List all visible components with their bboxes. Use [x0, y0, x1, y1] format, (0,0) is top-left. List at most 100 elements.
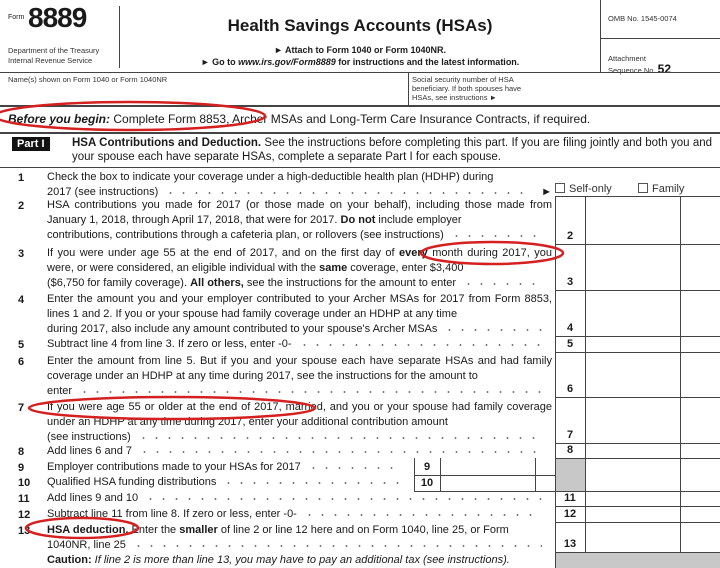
line-bold: every: [399, 247, 428, 259]
line-text: Subtract line 4 from line 3. If zero or …: [47, 338, 292, 350]
line-10-amount-field[interactable]: [441, 476, 535, 491]
line-number: 6: [18, 356, 25, 368]
before-lead: Before you begin:: [8, 112, 111, 126]
box-label-12: 12: [563, 508, 577, 520]
line-5-text: Subtract line 4 from line 3. If zero or …: [47, 337, 552, 352]
line-text: Add lines 9 and 10: [47, 492, 139, 504]
line-7-amount-field[interactable]: [586, 398, 680, 443]
sequence: Sequence No. 52: [608, 62, 671, 76]
line-6-amount-field[interactable]: [586, 353, 680, 397]
goto-prefix: ► Go to: [200, 57, 239, 67]
box-label-10: 10: [420, 477, 434, 489]
shaded-cell: [556, 458, 585, 491]
line-10-text: Qualified HSA funding distributions: [47, 475, 412, 490]
self-only-label: Self-only: [569, 183, 612, 195]
irs-link[interactable]: www.irs.gov/Form8889: [238, 57, 336, 67]
line-text: ($6,750 for family coverage).: [47, 277, 191, 290]
line-9-text: Employer contributions made to your HSAs…: [47, 460, 412, 475]
line-number: 5: [18, 339, 25, 351]
line-bold: All others,: [190, 277, 244, 290]
box-label-5: 5: [566, 338, 574, 350]
line-5-amount-field[interactable]: [586, 337, 680, 352]
line-8-amount-field[interactable]: [586, 444, 680, 458]
goto-instruction: ► Go to www.irs.gov/Form8889 for instruc…: [120, 57, 600, 67]
caution-lead: Caution:: [47, 554, 92, 566]
line-number: 2: [18, 200, 25, 212]
line-13-amount-field[interactable]: [586, 523, 680, 552]
line-2-text: HSA contributions you made for 2017 (or …: [47, 198, 552, 244]
line-1-text: Check the box to indicate your coverage …: [47, 170, 552, 200]
part-badge: Part I: [12, 137, 50, 151]
attach-instruction: ► Attach to Form 1040 or Form 1040NR.: [273, 45, 447, 55]
checkbox-self-only[interactable]: Self-only: [555, 183, 612, 195]
line-12-amount-field[interactable]: [586, 507, 680, 522]
checkbox-icon[interactable]: [555, 183, 565, 193]
line-text: of line 2 or line 12 here and on Form 10…: [217, 524, 509, 536]
line-8-text: Add lines 6 and 7: [47, 444, 552, 459]
line-text: Enter the amount from line 5. But if you…: [47, 355, 552, 383]
line-3-text: If you were under age 55 at the end of 2…: [47, 246, 552, 292]
line-text: Add lines 6 and 7: [47, 445, 133, 457]
line-bold: same: [319, 262, 348, 275]
family-label: Family: [652, 183, 685, 195]
line-text: 2017 (see instructions): [47, 186, 159, 199]
before-you-begin: Before you begin: Complete Form 8853, Ar…: [8, 112, 590, 126]
sequence-number: 52: [657, 62, 671, 76]
line-4-amount-field[interactable]: [586, 291, 680, 336]
line-text: If you were under age 55 at the end of 2…: [47, 247, 400, 259]
ssn-field[interactable]: [530, 76, 715, 102]
line-7-text: If you were age 55 or older at the end o…: [47, 400, 552, 446]
line-11-amount-field[interactable]: [586, 492, 680, 506]
box-label-9: 9: [423, 461, 431, 473]
box-label-3: 3: [566, 276, 574, 288]
part-heading: HSA Contributions and Deduction. See the…: [72, 136, 712, 164]
ssn-label: Social security number of HSA beneficiar…: [412, 75, 522, 102]
line-11-text: Add lines 9 and 10: [47, 491, 552, 506]
line-bold: HSA deduction.: [47, 524, 129, 536]
line-text: HSA contributions you made for 2017 (or …: [47, 199, 552, 227]
omb-number: OMB No. 1545-0074: [608, 14, 677, 23]
caution-text: If line 2 is more than line 13, you may …: [91, 554, 510, 566]
form-label: Form: [8, 14, 25, 21]
line-9-amount-field[interactable]: [441, 459, 535, 474]
checkbox-icon[interactable]: [638, 183, 648, 193]
line-text: 1040NR, line 25: [47, 539, 126, 552]
shaded-cell: [556, 552, 720, 568]
box-label-4: 4: [566, 322, 574, 334]
sequence-label: Sequence No.: [608, 66, 656, 75]
line-6-text: Enter the amount from line 5. But if you…: [47, 354, 552, 400]
box-label-8: 8: [566, 444, 574, 456]
line-text: Employer contributions made to your HSAs…: [47, 461, 301, 473]
caution: Caution: If line 2 is more than line 13,…: [47, 554, 510, 566]
line-number: 11: [18, 493, 30, 505]
line-text: enter: [47, 385, 73, 398]
dept-line1: Department of the Treasury: [8, 46, 100, 55]
line-bold: Do not: [340, 214, 376, 227]
form-title: Health Savings Accounts (HSAs): [227, 16, 493, 35]
line-number: 4: [18, 294, 25, 306]
line-number: 3: [18, 248, 25, 260]
before-text: Complete Form 8853, Archer MSAs and Long…: [110, 112, 591, 126]
line-text: Subtract line 11 from line 8. If zero or…: [47, 508, 297, 520]
names-label: Name(s) shown on Form 1040 or Form 1040N…: [8, 75, 168, 84]
line-text: (see instructions): [47, 431, 131, 444]
checkbox-family[interactable]: Family: [638, 183, 684, 195]
line-number: 13: [18, 525, 31, 537]
dept-line2: Internal Revenue Service: [8, 56, 93, 65]
line-2-amount-field[interactable]: [586, 197, 680, 244]
line-13-text: HSA deduction. Enter the smaller of line…: [47, 523, 552, 553]
line-bold: smaller: [179, 524, 218, 536]
line-text: Enter the amount you and your employer c…: [47, 293, 552, 321]
line-12-text: Subtract line 11 from line 8. If zero or…: [47, 507, 552, 522]
line-number: 1: [18, 172, 25, 184]
line-number: 8: [18, 446, 25, 458]
names-field[interactable]: [8, 86, 408, 100]
line-number: 10: [18, 477, 31, 489]
attachment-label: Attachment: [608, 54, 646, 63]
goto-suffix: for instructions and the latest informat…: [335, 57, 520, 67]
line-number: 12: [18, 509, 31, 521]
line-text: include employer: [375, 214, 462, 227]
line-3-amount-field[interactable]: [586, 245, 680, 290]
line-number: 7: [18, 402, 25, 414]
line-text: Qualified HSA funding distributions: [47, 476, 217, 488]
